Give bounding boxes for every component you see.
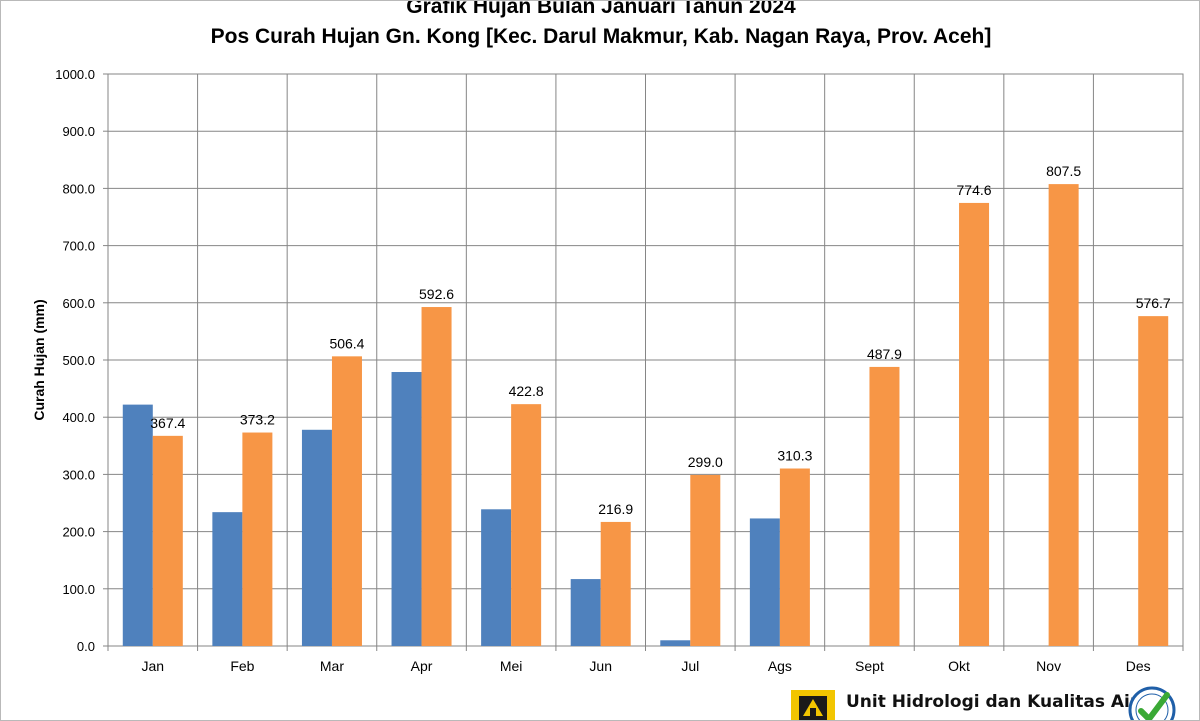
bar-series2-feb	[242, 432, 273, 646]
data-label: 367.4	[150, 415, 185, 431]
bar-series1-mei	[481, 509, 512, 646]
bar-series2-mei	[511, 404, 542, 646]
x-tick-label: Ags	[768, 658, 792, 674]
data-label: 592.6	[419, 286, 454, 302]
y-tick-label: 400.0	[62, 410, 95, 425]
data-label: 506.4	[329, 335, 364, 351]
x-tick-label: Sept	[855, 658, 884, 674]
unit-name: Unit Hidrologi dan Kualitas Air	[846, 692, 1139, 712]
bar-series2-mar	[331, 356, 362, 646]
x-tick-label: Jan	[142, 658, 165, 674]
y-axis-label: Curah Hujan (mm)	[31, 299, 47, 420]
data-label: 487.9	[867, 346, 902, 362]
bar-series2-apr	[421, 307, 452, 646]
x-tick-label: Des	[1126, 658, 1151, 674]
bar-series2-ags	[779, 468, 810, 646]
footer-logo-block: Unit Hidrologi dan Kualitas Air	[791, 686, 1199, 720]
bar-series1-mar	[301, 429, 332, 646]
iso-9001-badge-icon	[1128, 686, 1176, 720]
y-tick-label: 0.0	[77, 639, 95, 654]
pu-logo-icon	[791, 690, 835, 720]
bar-series2-jul	[690, 474, 721, 646]
data-label: 299.0	[688, 454, 723, 470]
data-label: 373.2	[240, 412, 275, 428]
x-tick-label: Nov	[1036, 658, 1061, 674]
x-tick-label: Apr	[411, 658, 433, 674]
bar-series1-jul	[660, 640, 691, 646]
y-tick-label: 700.0	[62, 239, 95, 254]
data-label: 576.7	[1136, 295, 1171, 311]
x-tick-label: Feb	[230, 658, 254, 674]
y-tick-label: 900.0	[62, 124, 95, 139]
y-tick-label: 200.0	[62, 525, 95, 540]
data-label: 216.9	[598, 501, 633, 517]
x-tick-label: Okt	[948, 658, 970, 674]
y-tick-label: 300.0	[62, 467, 95, 482]
bar-series2-okt	[959, 202, 990, 646]
bar-series2-sept	[869, 366, 900, 646]
data-label: 807.5	[1046, 163, 1081, 179]
bar-series1-feb	[212, 512, 243, 646]
bar-series2-nov	[1048, 184, 1079, 647]
x-tick-label: Jul	[681, 658, 699, 674]
x-tick-label: Jun	[589, 658, 612, 674]
data-label: 774.6	[957, 182, 992, 198]
data-label: 310.3	[777, 448, 812, 464]
x-tick-label: Mei	[500, 658, 523, 674]
y-tick-label: 500.0	[62, 353, 95, 368]
bar-series1-jan	[122, 404, 153, 646]
chart-title: Grafik Hujan Bulan Januari Tahun 2024	[406, 0, 796, 18]
bar-series2-jun	[600, 521, 631, 646]
bar-series2-jan	[152, 435, 183, 646]
bar-series2-des	[1138, 316, 1169, 646]
bar-series1-ags	[749, 518, 780, 646]
data-label: 422.8	[509, 383, 544, 399]
y-tick-label: 600.0	[62, 296, 95, 311]
y-tick-label: 100.0	[62, 582, 95, 597]
x-tick-label: Mar	[320, 658, 344, 674]
bar-series1-jun	[570, 579, 601, 646]
y-tick-label: 1000.0	[55, 67, 95, 82]
chart-subtitle: Pos Curah Hujan Gn. Kong [Kec. Darul Mak…	[210, 25, 992, 48]
bar-series1-apr	[391, 372, 422, 646]
y-tick-label: 800.0	[62, 181, 95, 196]
